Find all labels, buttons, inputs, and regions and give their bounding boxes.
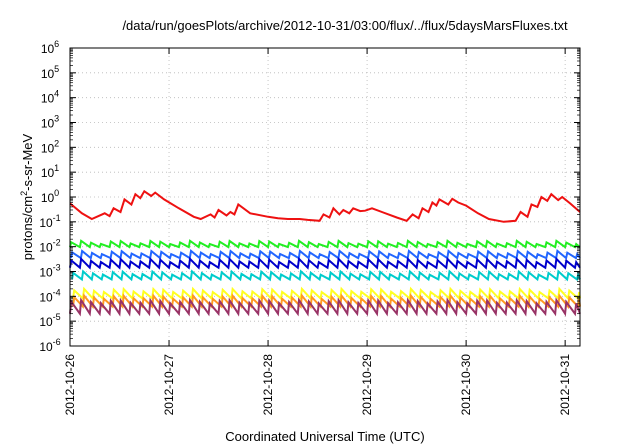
chart-title: /data/run/goesPlots/archive/2012-10-31/0… — [122, 18, 568, 33]
flux-series-2 — [69, 239, 581, 249]
y-tick-label-base: 10 — [41, 67, 55, 81]
y-tick-label: 104 — [41, 89, 59, 106]
y-tick-label: 10-6 — [39, 337, 60, 354]
y-tick-label-exp: -3 — [53, 263, 61, 273]
y-axis-label: protons/cm2-s-sr-MeV — [19, 133, 35, 260]
x-tick-label: 2012-10-28 — [261, 354, 275, 416]
flux-series-5 — [69, 256, 581, 270]
y-tick-label-exp: -2 — [53, 238, 61, 248]
y-tick-label-exp: 0 — [54, 188, 59, 198]
x-axis-label: Coordinated Universal Time (UTC) — [225, 429, 424, 444]
y-tick-label-exp: 5 — [54, 64, 59, 74]
y-axis-label-suffix: -s-sr-MeV — [20, 133, 35, 190]
x-tick-label: 2012-10-26 — [63, 354, 77, 416]
y-tick-label: 10-3 — [39, 263, 60, 280]
x-tick-label: 2012-10-31 — [558, 354, 572, 416]
flux-series-7 — [72, 293, 581, 310]
y-tick-label-exp: 1 — [54, 163, 59, 173]
y-tick-label: 100 — [41, 188, 59, 205]
flux-series-1 — [69, 189, 581, 223]
y-axis-label-sup: 2 — [19, 191, 29, 196]
y-tick-label-exp: 3 — [54, 114, 59, 124]
y-tick-label-exp: -5 — [53, 312, 61, 322]
y-tick-label-exp: 4 — [54, 89, 59, 99]
y-tick-label: 10-4 — [39, 287, 60, 304]
y-tick-label-base: 10 — [39, 340, 53, 354]
x-axis-ticks: 2012-10-26 2012-10-27 2012-10-28 2012-10-29… — [63, 48, 572, 415]
y-tick-label: 10-5 — [39, 312, 60, 329]
y-axis-ticks: 10-610-510-410-310-210-11001011021031041… — [39, 39, 580, 354]
y-tick-label: 10-2 — [39, 238, 60, 255]
y-tick-label-base: 10 — [39, 290, 53, 304]
x-tick-label: 2012-10-27 — [162, 354, 176, 416]
series-layer — [69, 189, 581, 317]
y-tick-label: 102 — [41, 138, 59, 155]
y-tick-label: 106 — [41, 39, 59, 56]
y-tick-label-exp: -6 — [53, 337, 61, 347]
flux-series-6 — [72, 286, 581, 301]
y-tick-label-exp: -4 — [53, 287, 61, 297]
flux-series-3 — [70, 249, 581, 260]
y-tick-label-base: 10 — [41, 92, 55, 106]
y-tick-label: 103 — [41, 114, 59, 131]
y-tick-label: 105 — [41, 64, 59, 81]
flux-series-4 — [71, 269, 581, 282]
x-tick-label: 2012-10-30 — [459, 354, 473, 416]
y-tick-label-base: 10 — [41, 117, 55, 131]
y-tick-label: 10-1 — [39, 213, 60, 230]
y-axis-label-prefix: protons/cm — [20, 196, 35, 260]
flux-series-8 — [69, 297, 581, 317]
y-tick-label-base: 10 — [39, 266, 53, 280]
y-tick-label-exp: 2 — [54, 138, 59, 148]
y-tick-label-base: 10 — [39, 315, 53, 329]
y-tick-label-base: 10 — [39, 241, 53, 255]
y-tick-label-base: 10 — [41, 191, 55, 205]
y-tick-label: 101 — [41, 163, 59, 180]
y-tick-label-exp: 6 — [54, 39, 59, 49]
x-tick-label: 2012-10-29 — [360, 354, 374, 416]
y-tick-label-base: 10 — [39, 216, 53, 230]
y-tick-label-exp: -1 — [53, 213, 61, 223]
y-tick-label-base: 10 — [41, 166, 55, 180]
y-tick-label-base: 10 — [41, 141, 55, 155]
y-tick-label-base: 10 — [41, 42, 55, 56]
